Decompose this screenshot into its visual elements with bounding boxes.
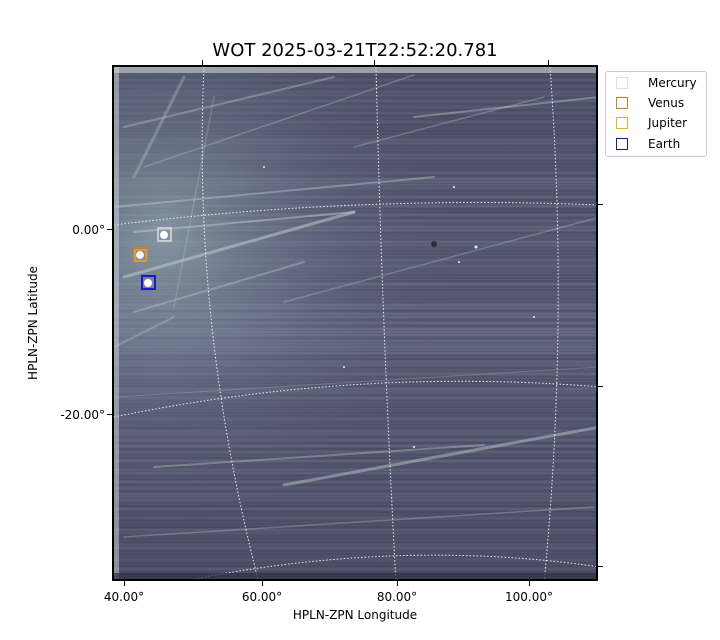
star	[458, 261, 460, 263]
image-edge-top	[114, 67, 596, 73]
legend-item-venus: Venus	[616, 95, 706, 113]
streak	[123, 76, 335, 128]
streak	[283, 217, 596, 303]
top-tick-mark	[202, 60, 203, 65]
right-tick-mark	[598, 566, 603, 567]
star	[474, 245, 478, 249]
star	[453, 186, 455, 188]
grid-line-lat-20	[114, 380, 596, 418]
grid-line-lat-0	[114, 202, 596, 226]
star	[413, 446, 415, 448]
dark-spot	[431, 241, 437, 247]
coordinate-grid	[114, 67, 596, 579]
streak	[173, 96, 215, 308]
heliospheric-image	[114, 67, 598, 581]
ytick-label: -20.00°	[60, 408, 105, 422]
streak	[282, 426, 596, 487]
xtick-label: 100.00°	[505, 590, 553, 604]
xtick-mark	[262, 581, 263, 586]
grid-line-lon-50	[201, 67, 259, 579]
ytick-mark	[107, 229, 112, 230]
legend-swatch-earth	[616, 138, 628, 150]
ytick-mark	[107, 414, 112, 415]
stars	[263, 166, 535, 448]
y-axis-label: HPLN-ZPN Latitude	[26, 266, 40, 380]
image-edge-left	[114, 67, 119, 579]
dust-streaks	[114, 74, 596, 538]
grid-line-lon-90	[543, 67, 559, 579]
grid-line-lon-70	[375, 67, 397, 579]
streak	[143, 74, 415, 168]
xtick-label: 60.00°	[241, 590, 283, 604]
legend-swatch-mercury	[616, 77, 628, 89]
star	[533, 316, 535, 318]
xtick-label: 40.00°	[103, 590, 145, 604]
star	[263, 166, 265, 168]
legend-label: Mercury	[648, 76, 697, 90]
top-tick-mark	[548, 60, 549, 65]
image-plot-area	[112, 65, 598, 581]
streak	[133, 261, 305, 313]
streak	[114, 176, 435, 208]
legend: Mercury Venus Jupiter Earth	[605, 71, 707, 157]
streak	[153, 444, 485, 468]
legend-item-jupiter: Jupiter	[616, 115, 706, 133]
venus-image	[136, 251, 144, 259]
right-tick-mark	[598, 386, 603, 387]
x-axis-label: HPLN-ZPN Longitude	[292, 608, 418, 622]
streak	[353, 96, 545, 148]
image-vignette	[114, 67, 596, 579]
xtick-mark	[397, 581, 398, 586]
ytick-label: 0.00°	[72, 223, 105, 237]
earth-marker	[141, 275, 156, 290]
xtick-mark	[124, 581, 125, 586]
streak	[114, 366, 596, 398]
streak	[114, 316, 175, 348]
streak	[123, 506, 595, 538]
top-tick-mark	[374, 60, 375, 65]
star	[343, 366, 345, 368]
legend-item-earth: Earth	[616, 136, 706, 154]
streak	[132, 75, 186, 179]
jupiter-marker	[134, 249, 147, 262]
legend-swatch-venus	[616, 97, 628, 109]
xtick-label: 80.00°	[376, 590, 418, 604]
grid-line-lat-40	[191, 554, 596, 579]
plot-title: WOT 2025-03-21T22:52:20.781	[212, 40, 498, 61]
mercury-marker	[157, 227, 172, 242]
right-tick-mark	[598, 204, 603, 205]
streak	[122, 210, 356, 279]
streak	[413, 96, 596, 118]
mercury-image	[160, 231, 168, 239]
texture-band	[114, 580, 598, 581]
legend-item-mercury: Mercury	[616, 75, 706, 93]
legend-label: Earth	[648, 137, 681, 151]
image-edge-bottom	[114, 573, 596, 579]
earth-image	[144, 279, 152, 287]
legend-label: Venus	[648, 96, 685, 110]
legend-swatch-jupiter	[616, 117, 628, 129]
xtick-mark	[529, 581, 530, 586]
legend-label: Jupiter	[648, 116, 688, 130]
